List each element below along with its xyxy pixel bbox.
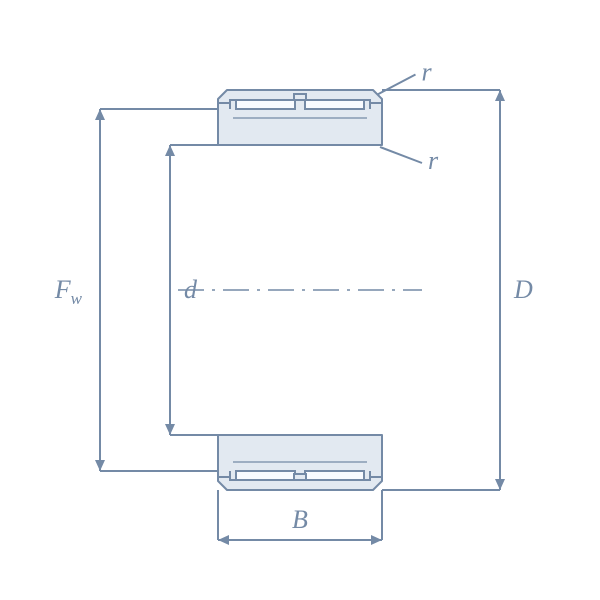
center-rib (294, 474, 306, 480)
section-top (218, 90, 382, 145)
dim-label: Fw (54, 275, 83, 308)
roller (236, 100, 295, 109)
roller (305, 471, 364, 480)
dim-label: r (428, 146, 439, 175)
leader-r (380, 147, 422, 163)
roller (236, 471, 295, 480)
dim-label: r (422, 58, 433, 87)
dim-label: D (513, 275, 533, 304)
bearing-diagram: Fw d D Br r (0, 0, 600, 600)
dim-label: B (292, 505, 308, 534)
center-rib (294, 94, 306, 100)
section-bottom (218, 435, 382, 490)
dim-label: d (184, 275, 198, 304)
roller (305, 100, 364, 109)
leader-r (378, 75, 416, 95)
